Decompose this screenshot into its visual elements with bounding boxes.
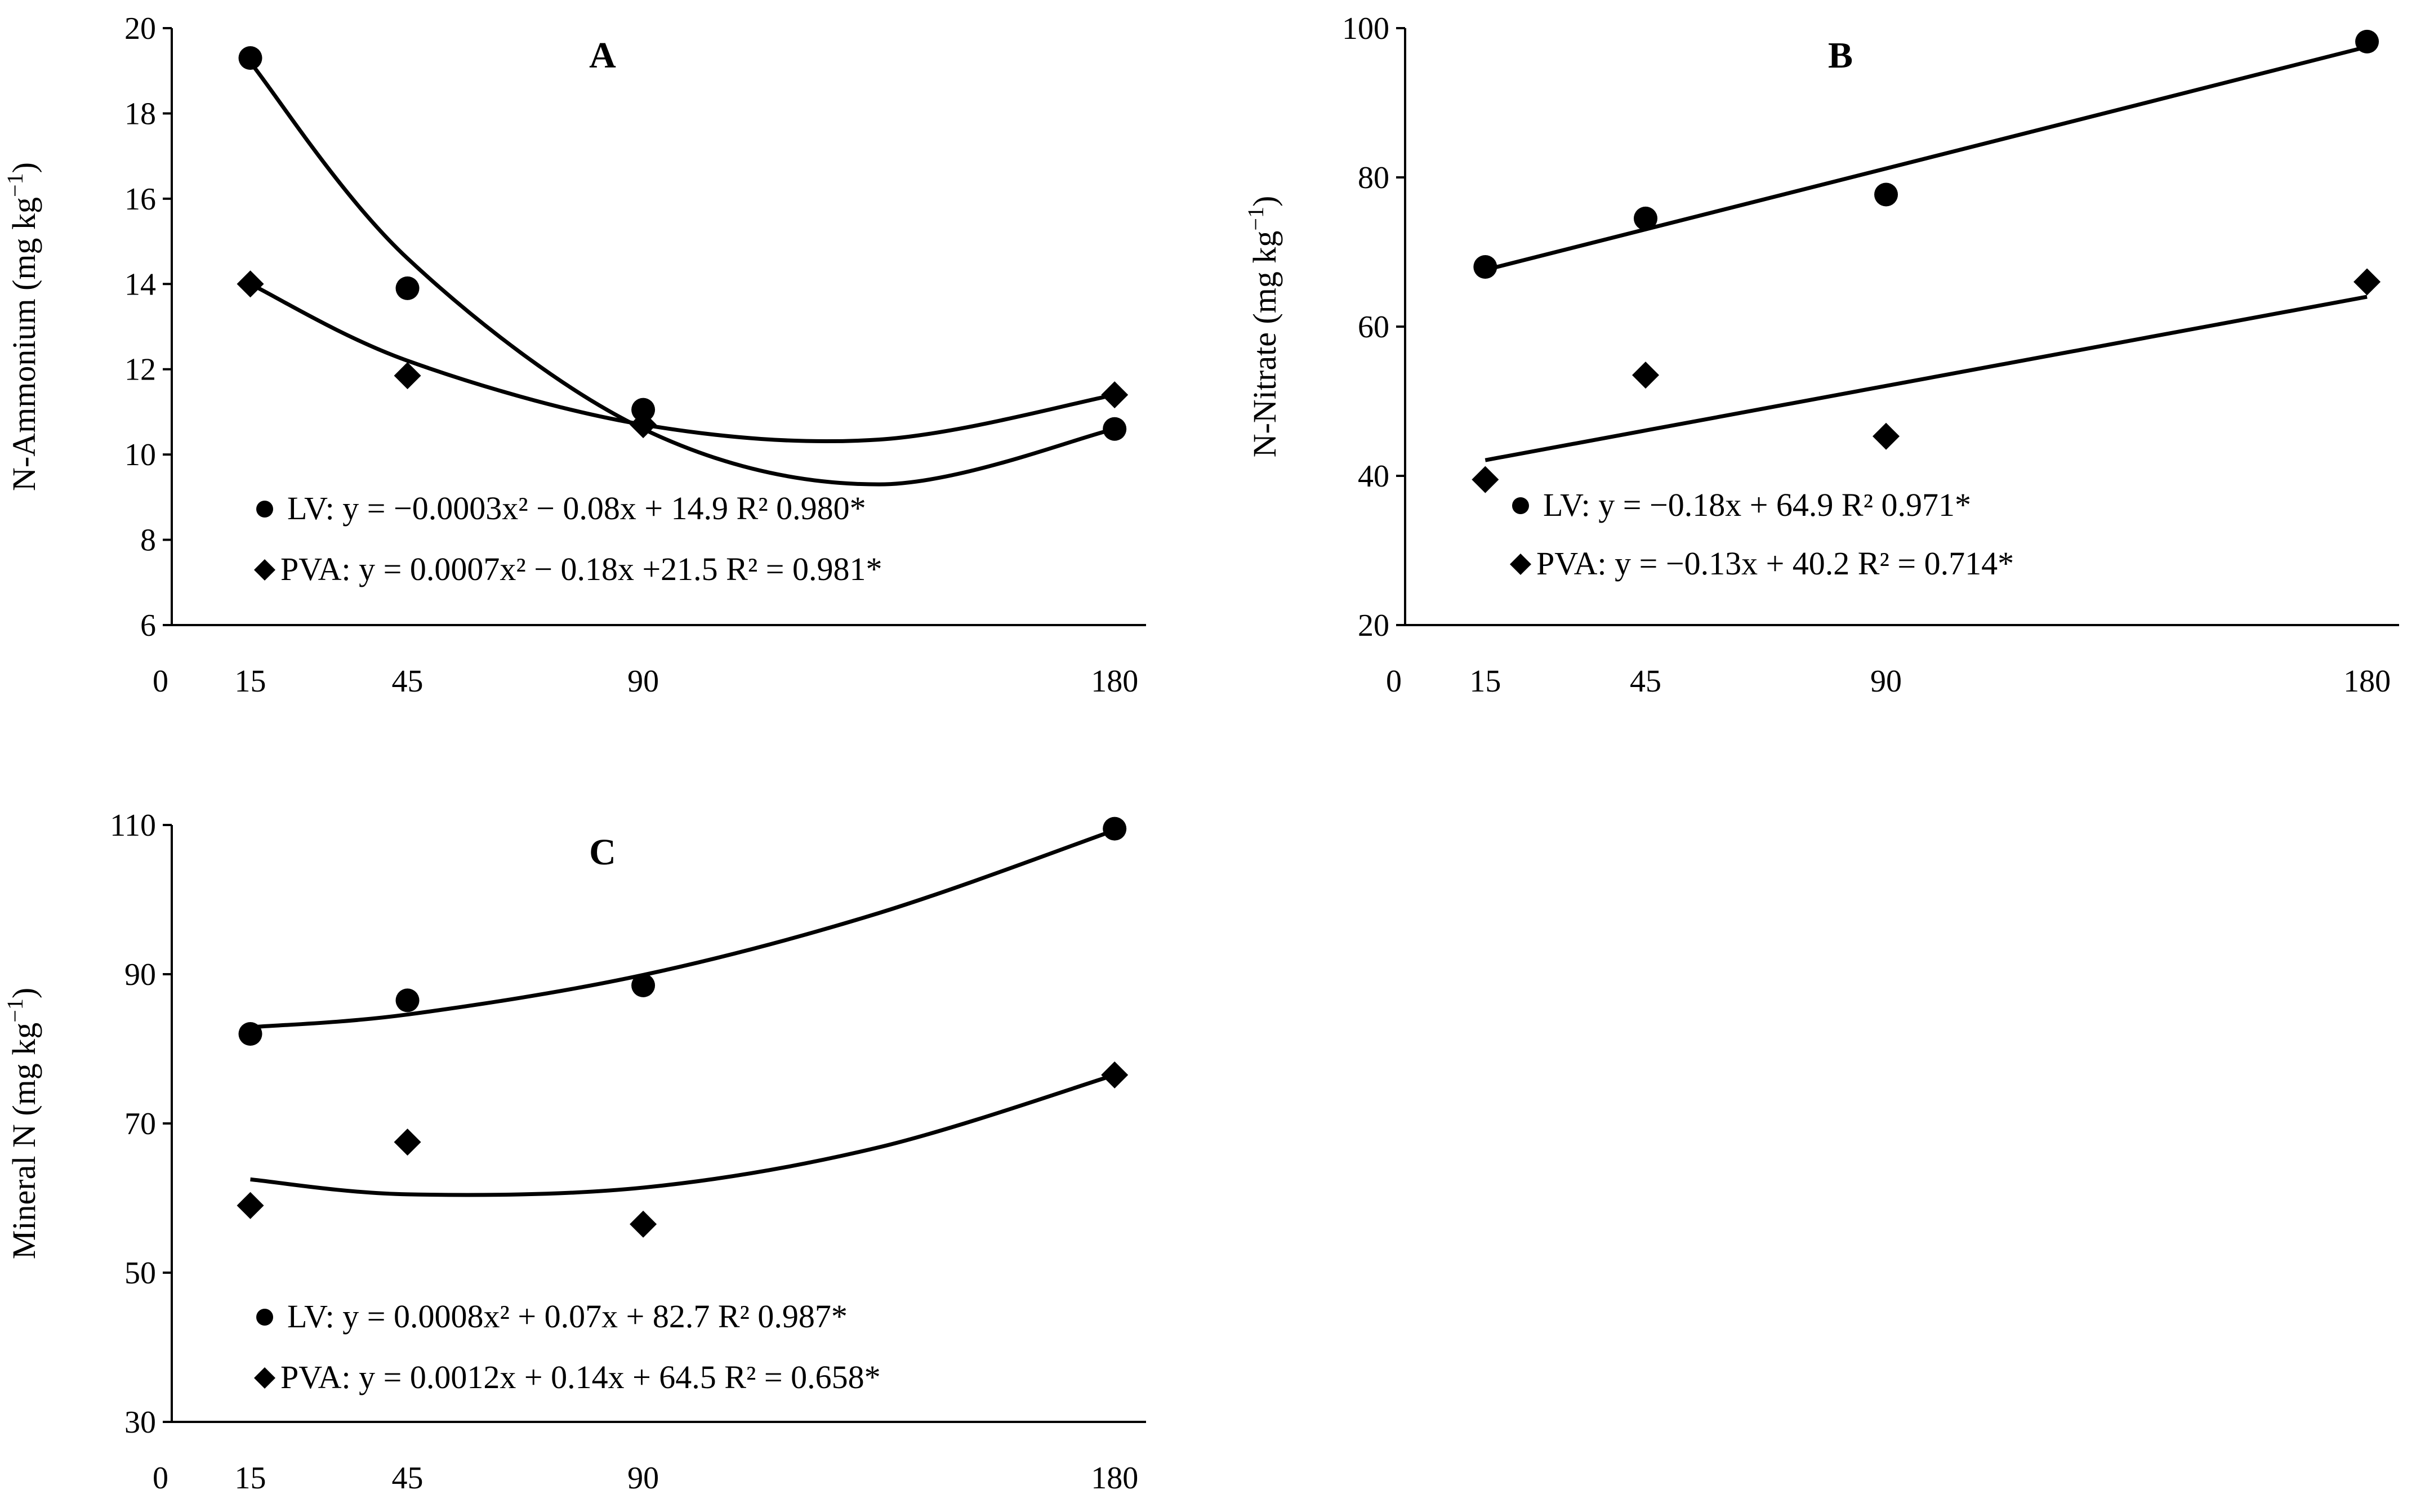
- pva-data-point: [1101, 381, 1129, 409]
- legend-diamond-icon: [1510, 554, 1531, 575]
- y-tick-label: 80: [1358, 160, 1389, 195]
- x-tick-label: 45: [392, 664, 424, 699]
- lv-data-point: [1103, 417, 1127, 441]
- y-axis-title: N-Nitrate (mg kg−1): [1243, 196, 1283, 458]
- lv-data-point: [238, 1022, 262, 1046]
- pva-data-point: [1632, 362, 1660, 389]
- y-axis-title-superscript: −1: [1243, 207, 1268, 231]
- x-tick-label: 15: [235, 664, 266, 699]
- panel-label: B: [1828, 35, 1853, 76]
- y-tick-label: 50: [124, 1256, 156, 1291]
- y-tick-label: 60: [1358, 310, 1389, 345]
- legend-circle-icon: [256, 501, 273, 518]
- y-axis-title: Mineral N (mg kg−1): [2, 988, 42, 1259]
- pva-legend-equation: PVA: y = 0.0007x² − 0.18x +21.5 R² = 0.9…: [280, 551, 882, 587]
- x-tick-label: 45: [392, 1461, 424, 1496]
- lv-data-point: [1103, 817, 1127, 841]
- y-tick-label: 20: [124, 11, 156, 46]
- y-tick-label: 6: [140, 608, 156, 643]
- y-tick-label: 12: [124, 353, 156, 387]
- lv-fit-curve: [248, 61, 1115, 487]
- panel-c: 30 50 70 90 110 0 15 45 90 180 Mineral N (mg kg−1)…: [2, 808, 1146, 1496]
- x-tick-label: 90: [1870, 664, 1902, 699]
- lv-data-point: [395, 276, 420, 300]
- x-tick-label: 15: [1469, 664, 1501, 699]
- lv-legend-equation: LV: y = −0.18x + 64.9 R² 0.971*: [1543, 487, 1971, 523]
- pva-legend-equation: PVA: y = −0.13x + 40.2 R² = 0.714*: [1536, 545, 2014, 582]
- panel-b: 20 40 60 80 100 0 15 45 90 180 N-Nitrate (mg kg−1)…: [1243, 11, 2399, 699]
- legend-circle-icon: [256, 1309, 273, 1326]
- pva-fit-curve: [1485, 295, 2368, 462]
- y-tick-label: 70: [124, 1107, 156, 1141]
- pva-data-point: [630, 411, 657, 439]
- pva-data-point: [1873, 422, 1900, 450]
- lv-data-point: [1634, 206, 1658, 230]
- y-tick-label: 110: [110, 808, 156, 843]
- pva-data-point: [1472, 466, 1499, 493]
- pva-data-point: [394, 1129, 421, 1156]
- y-axis-title-superscript: −1: [2, 998, 28, 1023]
- pva-fit-curve: [249, 282, 1115, 444]
- lv-legend-equation: LV: y = 0.0008x² + 0.07x + 82.7 R² 0.987…: [287, 1298, 848, 1335]
- legend-diamond-icon: [254, 1367, 275, 1389]
- legend-circle-icon: [1512, 497, 1529, 514]
- pva-fit-curve: [250, 1073, 1116, 1197]
- lv-legend-equation: LV: y = −0.0003x² − 0.08x + 14.9 R² 0.98…: [287, 490, 866, 527]
- x-tick-label: 0: [1386, 664, 1402, 699]
- y-tick-label: 14: [124, 267, 156, 302]
- y-axis-title-text: N-Nitrate (mg kg: [1246, 231, 1283, 458]
- y-tick-label: 8: [140, 523, 156, 558]
- pva-data-point: [394, 362, 421, 390]
- pva-data-point: [1101, 1061, 1129, 1089]
- x-tick-label: 90: [627, 1461, 659, 1496]
- x-tick-label: 180: [1091, 664, 1138, 699]
- lv-data-point: [238, 46, 262, 70]
- y-axis-title: N-Ammonium (mg kg−1): [2, 162, 42, 491]
- legend-diamond-icon: [254, 559, 275, 581]
- x-tick-label: 0: [153, 1461, 168, 1496]
- y-axis-title-close: ): [6, 162, 42, 173]
- y-tick-label: 18: [124, 96, 156, 131]
- y-tick-label: 30: [124, 1405, 156, 1440]
- panel-label: C: [589, 832, 616, 873]
- pva-data-point: [630, 1210, 657, 1238]
- panel-label: A: [589, 35, 616, 76]
- lv-data-point: [1473, 255, 1497, 279]
- y-axis-title-close: ): [1246, 196, 1283, 207]
- lv-data-point: [1874, 182, 1898, 207]
- y-axis-title-close: ): [6, 988, 42, 998]
- lv-data-point: [631, 398, 656, 422]
- y-axis-title-text: N-Ammonium (mg kg: [6, 197, 42, 491]
- lv-fit-curve: [250, 828, 1116, 1029]
- pva-data-point: [237, 1192, 264, 1219]
- pva-data-point: [237, 270, 264, 298]
- y-tick-label: 90: [124, 957, 156, 992]
- y-tick-label: 16: [124, 182, 156, 217]
- y-tick-label: 10: [124, 438, 156, 472]
- x-tick-label: 180: [1091, 1461, 1138, 1496]
- lv-fit-curve: [1485, 44, 2368, 272]
- panel-a: 6 8 10 12 14 16 18 20 0 15 45 90 180 N-Ammonium (mg k…: [2, 11, 1146, 699]
- x-tick-label: 0: [153, 664, 168, 699]
- pva-legend-equation: PVA: y = 0.0012x + 0.14x + 64.5 R² = 0.6…: [280, 1359, 881, 1395]
- x-tick-label: 90: [627, 664, 659, 699]
- x-tick-label: 15: [235, 1461, 266, 1496]
- y-tick-label: 20: [1358, 608, 1389, 643]
- pva-data-point: [2353, 268, 2381, 296]
- y-tick-label: 100: [1342, 11, 1389, 46]
- x-tick-label: 45: [1630, 664, 1661, 699]
- lv-data-point: [2355, 29, 2379, 53]
- x-tick-label: 180: [2343, 664, 2391, 699]
- y-axis-title-superscript: −1: [2, 173, 28, 197]
- y-axis-title-text: Mineral N (mg kg: [6, 1023, 42, 1259]
- lv-data-point: [395, 988, 420, 1013]
- lv-data-point: [631, 973, 656, 997]
- y-tick-label: 40: [1358, 459, 1389, 494]
